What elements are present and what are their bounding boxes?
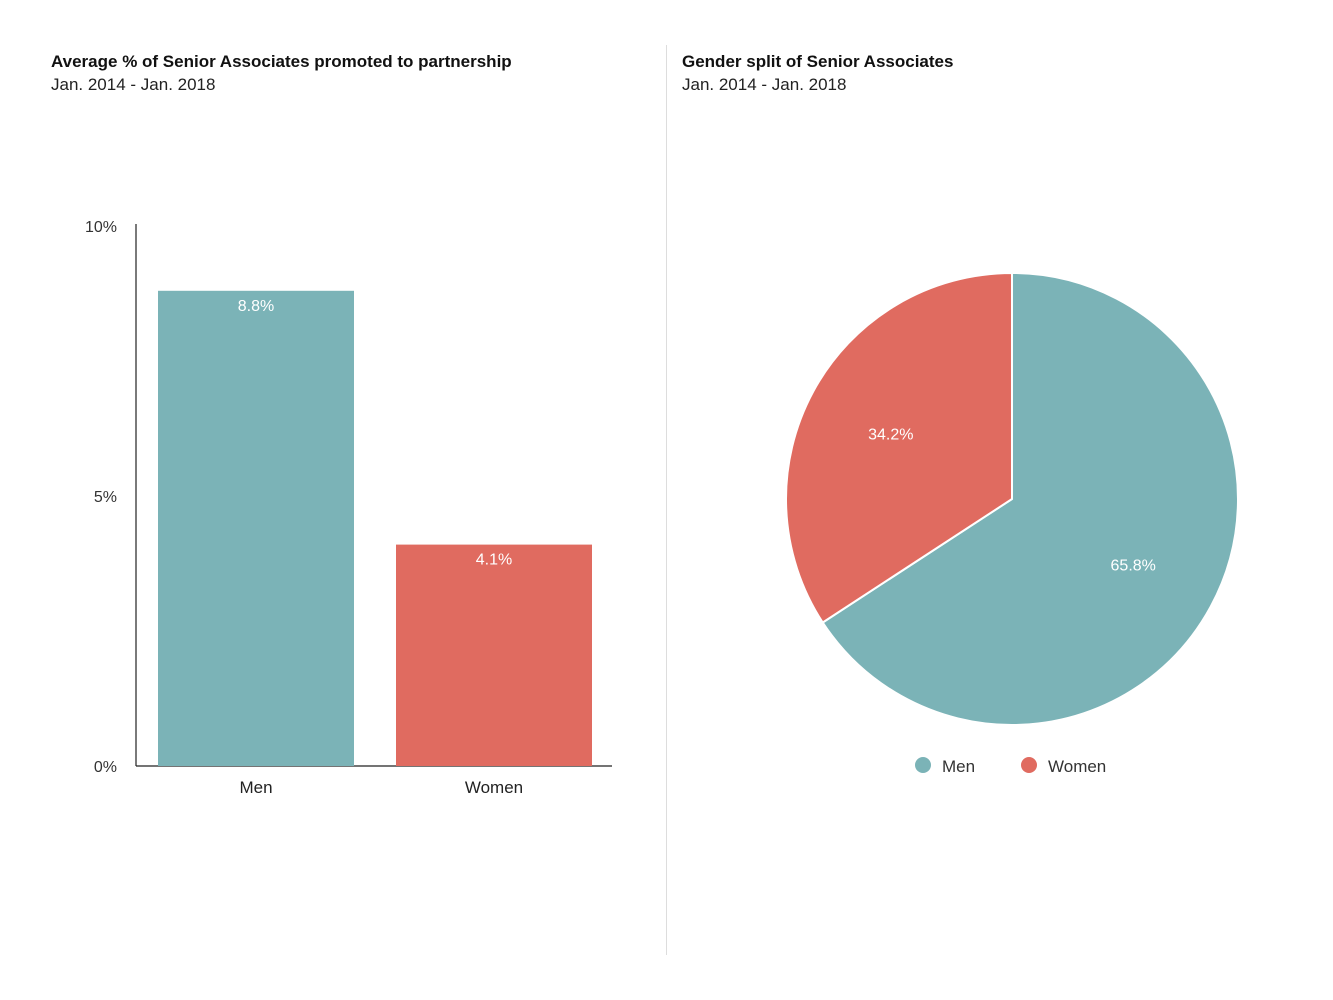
bar-chart-svg: 0% 5% 10% 8.8% Men 4.1% Women: [85, 219, 612, 797]
pie-value-label-men: 65.8%: [1111, 558, 1156, 575]
pie-chart-subtitle: Jan. 2014 - Jan. 2018: [682, 75, 847, 94]
legend-marker-women: [1021, 757, 1037, 773]
x-tick-label-women: Women: [465, 778, 523, 797]
pie-chart-panel: Gender split of Senior Associates Jan. 2…: [667, 0, 1333, 1000]
bar-chart-subtitle: Jan. 2014 - Jan. 2018: [51, 75, 216, 94]
legend-label-women: Women: [1048, 757, 1106, 776]
bar-women: [396, 544, 592, 766]
bar-value-label-men: 8.8%: [238, 298, 274, 315]
pie-chart-svg: 65.8% 34.2% Men Women: [785, 272, 1239, 776]
pie-value-label-women: 34.2%: [868, 426, 913, 443]
panel-divider: [666, 45, 667, 955]
y-tick-label: 5%: [94, 489, 117, 506]
pie-chart-title: Gender split of Senior Associates: [682, 52, 954, 71]
pie-slice-women: [785, 272, 1013, 624]
y-tick-label: 0%: [94, 759, 117, 776]
bar-men: [158, 290, 354, 766]
pie-slice-men: [821, 272, 1239, 726]
y-tick-label: 10%: [85, 219, 117, 236]
legend-marker-men: [915, 757, 931, 773]
legend-label-men: Men: [942, 757, 975, 776]
x-tick-label-men: Men: [239, 778, 272, 797]
bar-chart-panel: Average % of Senior Associates promoted …: [0, 0, 666, 1000]
bar-value-label-women: 4.1%: [476, 552, 512, 569]
bar-chart-title: Average % of Senior Associates promoted …: [51, 52, 512, 71]
